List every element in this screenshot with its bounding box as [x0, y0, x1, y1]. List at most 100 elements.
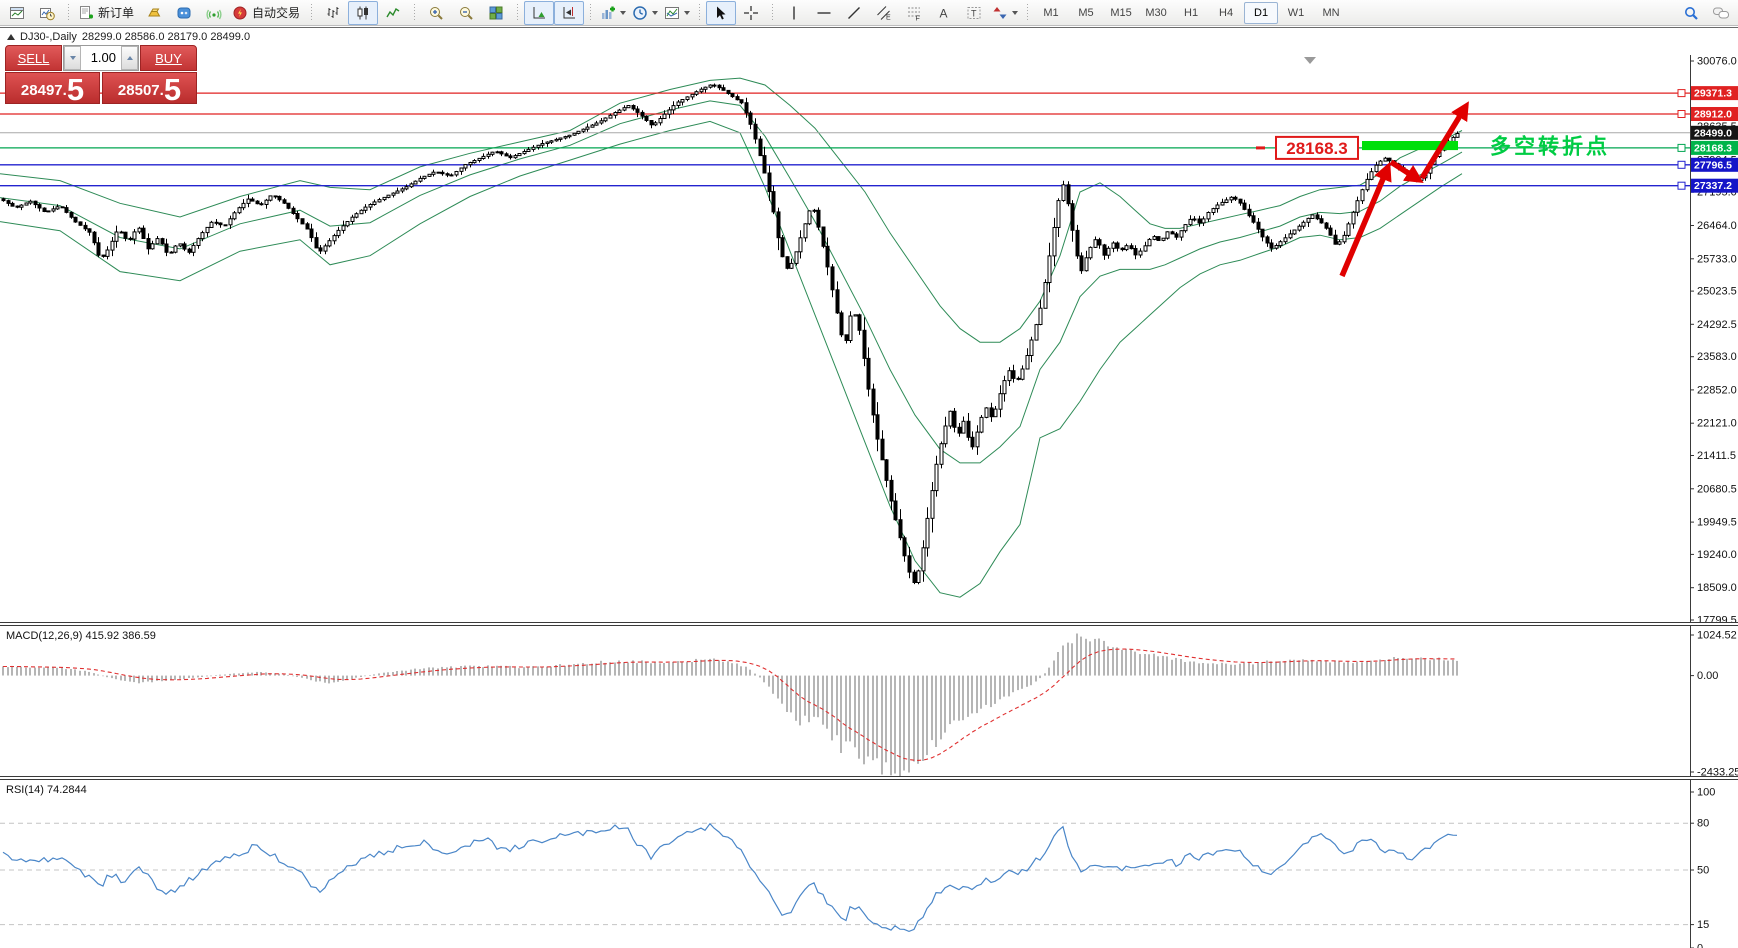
bar-chart-button[interactable] — [318, 1, 348, 25]
svg-text:26464.0: 26464.0 — [1697, 220, 1737, 232]
gold-button[interactable] — [139, 1, 169, 25]
indicators-button[interactable] — [597, 1, 629, 25]
svg-text:0: 0 — [1697, 943, 1703, 948]
vertical-line-button[interactable] — [779, 1, 809, 25]
timeframe-M1[interactable]: M1 — [1043, 6, 1059, 19]
search-button[interactable] — [1676, 1, 1706, 25]
indicators-icon — [602, 6, 616, 19]
svg-text:A: A — [940, 6, 948, 20]
chart-area: 28168.3多空转折点30076.028635.527904.527195.0… — [0, 27, 1738, 948]
toolbar-grip — [411, 3, 419, 22]
trendline-button[interactable] — [839, 1, 869, 25]
timeframe-M15[interactable]: M15 — [1110, 6, 1132, 19]
crosshair-button[interactable] — [736, 1, 766, 25]
chart-window-icon — [10, 6, 24, 19]
svg-text:MACD(12,26,9) 415.92 386.59: MACD(12,26,9) 415.92 386.59 — [6, 630, 156, 642]
buy-price-box[interactable]: 28507. 5 — [102, 72, 197, 107]
toolbar-grip — [769, 3, 777, 22]
text-icon: A — [940, 6, 948, 20]
new-order-icon — [80, 5, 93, 19]
buy-price-pips: 5 — [163, 72, 182, 107]
auto-scroll-button[interactable] — [524, 0, 555, 25]
candlestick-chart-button[interactable] — [348, 0, 379, 25]
toolbar: 新订单 自动交易 — [0, 0, 1738, 26]
clock-icon — [633, 5, 647, 20]
periods-button[interactable] — [629, 1, 661, 25]
timeframe-H1[interactable]: H1 — [1184, 6, 1199, 19]
crosshair-icon — [744, 5, 759, 20]
tile-windows-button[interactable] — [481, 1, 511, 25]
toolbar-grip — [65, 3, 72, 22]
svg-text:28168.3: 28168.3 — [1694, 142, 1732, 154]
vertical-line-icon — [793, 6, 795, 19]
svg-text:多空转折点: 多空转折点 — [1490, 134, 1610, 158]
volume-field[interactable]: 1.00 — [90, 50, 116, 65]
templates-button[interactable] — [661, 1, 693, 25]
chevron-down-icon — [684, 10, 691, 15]
symbol-header: DJ30-,Daily 28299.0 28586.0 28179.0 2849… — [7, 31, 250, 43]
cursor-button[interactable] — [706, 0, 737, 25]
rsi-indicator-pane[interactable]: 100 80 50 15 0 RSI(14) 74.2844 — [0, 780, 1738, 948]
trendline-icon — [848, 6, 861, 19]
chevron-down-icon — [652, 10, 659, 15]
symbol-collapse-icon[interactable] — [7, 34, 15, 40]
svg-text:20680.5: 20680.5 — [1697, 483, 1737, 495]
svg-text:19949.5: 19949.5 — [1697, 517, 1737, 529]
chart-shift-button[interactable] — [554, 0, 585, 25]
zoom-in-button[interactable] — [421, 1, 451, 25]
svg-text:18509.0: 18509.0 — [1697, 582, 1737, 594]
svg-text:24292.5: 24292.5 — [1697, 319, 1737, 331]
volume-decrease-button[interactable] — [64, 46, 81, 70]
sell-label: SELL — [17, 50, 50, 66]
timeframe-MN[interactable]: MN — [1322, 6, 1340, 19]
text-label-icon: T — [967, 6, 981, 19]
svg-text:RSI(14) 74.2844: RSI(14) 74.2844 — [6, 784, 87, 796]
profiles-button[interactable] — [32, 1, 62, 25]
toolbar-grip — [696, 3, 704, 22]
volume-increase-button[interactable] — [121, 46, 138, 70]
chart-window-button[interactable] — [2, 1, 32, 25]
svg-text:E: E — [886, 14, 891, 21]
text-button[interactable]: A — [929, 1, 959, 25]
svg-text:29371.3: 29371.3 — [1694, 88, 1732, 100]
pane-separator[interactable] — [0, 776, 1738, 780]
signals-icon — [206, 9, 222, 19]
sell-button[interactable]: SELL — [5, 45, 62, 71]
timeframe-H4[interactable]: H4 — [1219, 6, 1234, 19]
svg-text:19240.0: 19240.0 — [1697, 549, 1737, 561]
line-chart-button[interactable] — [378, 1, 408, 25]
svg-text:80: 80 — [1697, 818, 1709, 830]
zoom-out-button[interactable] — [451, 1, 481, 25]
new-order-button[interactable]: 新订单 — [75, 1, 139, 25]
svg-text:0.00: 0.00 — [1697, 670, 1718, 682]
zoom-out-icon — [460, 6, 473, 20]
equidistant-channel-button[interactable]: E — [869, 1, 899, 25]
profiles-icon — [40, 7, 55, 20]
svg-text:21411.5: 21411.5 — [1697, 450, 1736, 462]
autotrading-icon — [233, 6, 247, 19]
timeframe-M30[interactable]: M30 — [1145, 6, 1167, 19]
timeframe-D1[interactable]: D1 — [1244, 1, 1279, 24]
horizontal-line-button[interactable] — [809, 1, 839, 25]
one-click-trade-panel: SELL 1.00 BUY 28497. 5 28507. 5 — [5, 45, 197, 107]
search-icon — [1685, 6, 1698, 20]
timeframe-M5[interactable]: M5 — [1078, 6, 1094, 19]
chat-button[interactable] — [1706, 1, 1736, 25]
new-order-label: 新订单 — [98, 6, 135, 20]
chat-bubbles-icon — [1713, 7, 1729, 18]
sell-price-main: 28497. — [20, 82, 67, 99]
pane-separator[interactable] — [0, 622, 1738, 626]
fibonacci-button[interactable]: F — [899, 1, 929, 25]
macd-indicator-pane[interactable]: 1024.52 0.00 -2433.25 MACD(12,26,9) 415.92 … — [0, 626, 1738, 776]
autotrading-button[interactable]: 自动交易 — [229, 1, 305, 25]
sell-price-box[interactable]: 28497. 5 — [5, 72, 100, 105]
toolbar-grip — [308, 3, 316, 22]
main-price-chart[interactable]: 28168.3多空转折点30076.028635.527904.527195.0… — [0, 55, 1738, 623]
text-label-button[interactable]: T — [959, 1, 989, 25]
buy-button[interactable]: BUY — [140, 45, 197, 71]
timeframe-W1[interactable]: W1 — [1287, 6, 1305, 19]
signals-button[interactable] — [199, 1, 229, 25]
mql5-community-button[interactable] — [169, 1, 199, 25]
tile-windows-icon — [489, 6, 503, 19]
arrows-button[interactable] — [989, 1, 1021, 25]
